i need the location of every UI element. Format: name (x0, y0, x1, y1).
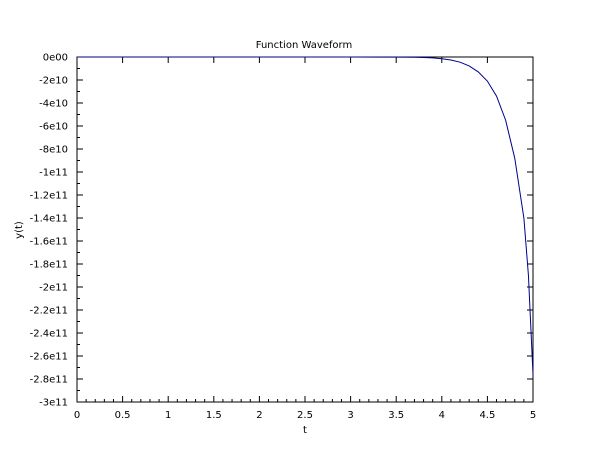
y-tick-label: -1.4e11 (30, 214, 68, 225)
y-tick-label: -1.2e11 (30, 191, 68, 202)
x-tick-label: 5 (530, 410, 536, 421)
y-axis-label: y(t) (14, 221, 25, 239)
chart-title: Function Waveform (256, 40, 352, 51)
y-tick-label: -8e10 (39, 145, 68, 156)
y-tick-label: -2.4e11 (30, 329, 68, 340)
y-axis: 0e00 -2e10 -4e10 -6e10 -8e10 -1e11 -1.2e11 -1.4… (30, 53, 533, 409)
x-tick-label: 0 (74, 410, 80, 421)
y-tick-label: -2.8e11 (30, 375, 68, 386)
y-tick-label: -2e10 (39, 76, 68, 87)
x-tick-label: 4.5 (479, 410, 495, 421)
y-tick-label: -3e11 (39, 398, 68, 409)
y-tick-label: -2.2e11 (30, 306, 68, 317)
x-tick-label: 1 (165, 410, 171, 421)
x-tick-label: 2 (256, 410, 262, 421)
x-tick-label: 1.5 (206, 410, 222, 421)
x-tick-label: 3 (347, 410, 353, 421)
y-tick-label: -1e11 (39, 168, 68, 179)
x-tick-label: 0.5 (115, 410, 131, 421)
y-tick-label: -4e10 (39, 99, 68, 110)
series-line (77, 56, 534, 375)
x-tick-label: 3.5 (388, 410, 404, 421)
plot-frame (76, 56, 534, 403)
x-axis: 0 0.5 1 1.5 2 2.5 3 3.5 4 4.5 5 (74, 57, 536, 421)
y-tick-label: -2e11 (39, 283, 68, 294)
x-axis-label: t (303, 425, 307, 436)
x-tick-label: 2.5 (297, 410, 313, 421)
y-tick-label: -1.6e11 (30, 237, 68, 248)
x-tick-label: 4 (439, 410, 445, 421)
y-tick-label: -1.8e11 (30, 260, 68, 271)
y-tick-label: -2.6e11 (30, 352, 68, 363)
y-tick-label: 0e00 (43, 53, 68, 64)
y-tick-label: -6e10 (39, 122, 68, 133)
series-layer (77, 56, 534, 375)
